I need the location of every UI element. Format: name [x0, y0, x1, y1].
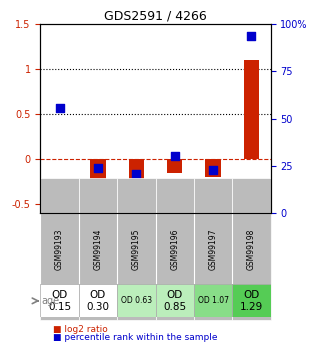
Bar [129, 159, 144, 186]
FancyBboxPatch shape [117, 284, 156, 317]
FancyBboxPatch shape [194, 178, 232, 320]
Text: OD 1.07: OD 1.07 [197, 296, 229, 305]
FancyBboxPatch shape [156, 284, 194, 317]
Text: age: age [41, 296, 59, 306]
Bar [167, 159, 182, 173]
Point [134, 171, 139, 176]
Point [172, 153, 177, 158]
Text: OD
0.15: OD 0.15 [48, 290, 71, 312]
Point [57, 105, 62, 111]
Bar [244, 60, 259, 159]
Text: GSM99194: GSM99194 [94, 228, 102, 269]
Text: ■ percentile rank within the sample: ■ percentile rank within the sample [53, 333, 217, 342]
FancyBboxPatch shape [79, 178, 117, 320]
FancyBboxPatch shape [156, 178, 194, 320]
Text: OD 0.63: OD 0.63 [121, 296, 152, 305]
Point [211, 167, 216, 173]
Point [249, 33, 254, 39]
Text: GSM99193: GSM99193 [55, 228, 64, 269]
Title: GDS2591 / 4266: GDS2591 / 4266 [104, 10, 207, 23]
Text: GSM99198: GSM99198 [247, 228, 256, 269]
Bar [205, 159, 221, 177]
Point [95, 166, 100, 171]
FancyBboxPatch shape [40, 178, 79, 320]
FancyBboxPatch shape [40, 284, 79, 317]
FancyBboxPatch shape [232, 284, 271, 317]
Bar [90, 159, 106, 191]
FancyBboxPatch shape [79, 284, 117, 317]
Text: GSM99195: GSM99195 [132, 228, 141, 269]
Text: OD
0.30: OD 0.30 [86, 290, 109, 312]
FancyBboxPatch shape [117, 178, 156, 320]
Text: ■ log2 ratio: ■ log2 ratio [53, 325, 108, 334]
Text: OD
1.29: OD 1.29 [240, 290, 263, 312]
FancyBboxPatch shape [232, 178, 271, 320]
Text: GSM99197: GSM99197 [209, 228, 217, 269]
FancyBboxPatch shape [194, 284, 232, 317]
Text: OD
0.85: OD 0.85 [163, 290, 186, 312]
Text: GSM99196: GSM99196 [170, 228, 179, 269]
